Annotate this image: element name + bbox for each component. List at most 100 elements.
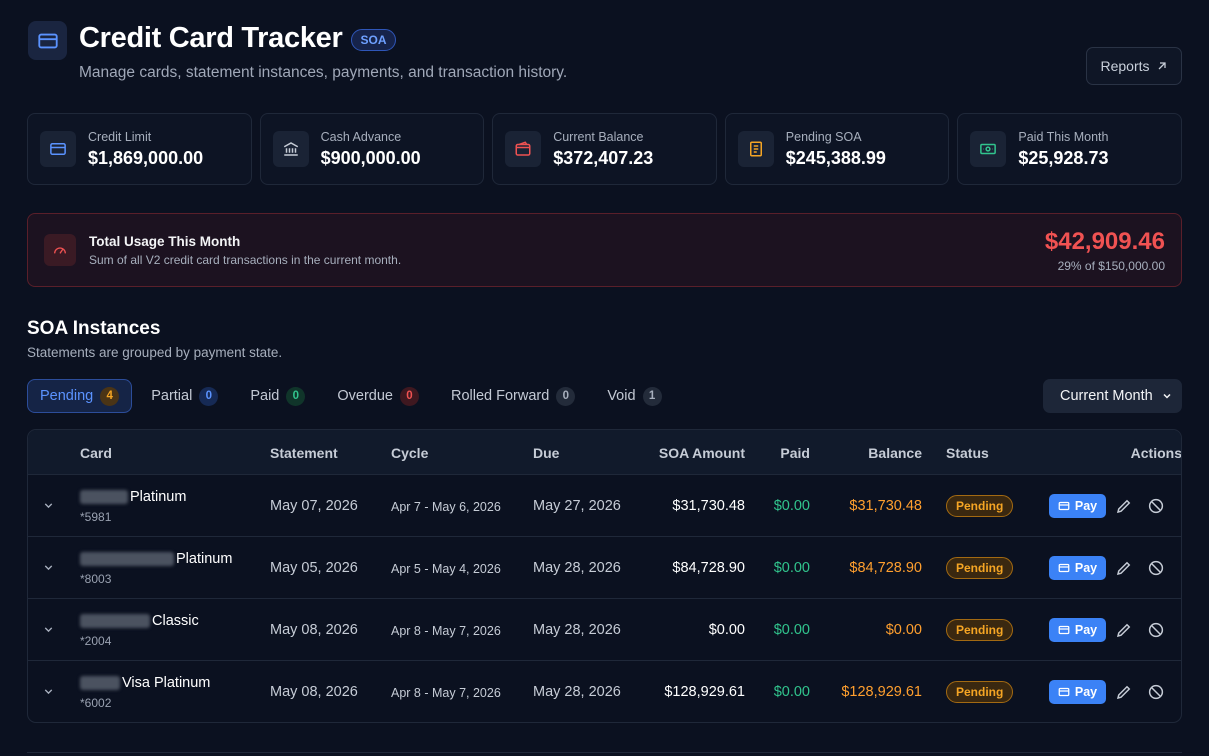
usage-banner: Total Usage This Month Sum of all V2 cre… <box>27 213 1182 287</box>
stat-card-pending-soa: Pending SOA $245,388.99 <box>724 113 950 185</box>
page-header: Credit Card Tracker SOA Manage cards, st… <box>28 20 1182 90</box>
tab-label: Overdue <box>337 388 393 404</box>
receipt-icon <box>737 131 774 167</box>
chevron-down-icon <box>1163 393 1171 399</box>
tab-pending[interactable]: Pending 4 <box>27 379 133 413</box>
usage-subtitle: Sum of all V2 credit card transactions i… <box>89 252 402 267</box>
reports-button[interactable]: Reports <box>1086 47 1182 85</box>
card-name-label: Platinum <box>176 551 233 567</box>
tab-label: Pending <box>40 388 94 404</box>
column-header-balance: Balance <box>868 445 922 461</box>
stat-value: $900,000.00 <box>320 147 421 168</box>
redacted-card-bank <box>80 614 150 628</box>
usage-limit: 29% of $150,000.00 <box>1057 258 1165 273</box>
stat-card-cash-advance: Cash Advance $900,000.00 <box>259 113 485 185</box>
credit-card-icon <box>1058 687 1070 697</box>
redacted-card-bank <box>80 676 120 690</box>
stat-label: Current Balance <box>553 129 644 144</box>
pay-button[interactable]: Pay <box>1049 680 1106 704</box>
tab-count: 1 <box>642 386 662 406</box>
stat-label: Cash Advance <box>320 129 402 144</box>
table-row[interactable]: Classic *2004 May 08, 2026 Apr 8 - May 7… <box>28 599 1181 661</box>
chevron-down-icon[interactable] <box>42 499 55 512</box>
redacted-card-bank <box>80 490 128 504</box>
stat-label: Paid This Month <box>1018 129 1109 144</box>
cash-icon <box>970 131 1007 167</box>
column-header-actions: Actions <box>1130 445 1182 461</box>
due-date: May 28, 2026 <box>533 684 621 700</box>
stat-card-paid-this-month: Paid This Month $25,928.73 <box>957 113 1182 185</box>
paid-amount: $0.00 <box>773 498 810 514</box>
paid-amount: $0.00 <box>773 684 810 700</box>
stat-label: Pending SOA <box>785 129 862 144</box>
reports-button-label: Reports <box>1100 58 1150 74</box>
tab-void[interactable]: Void 1 <box>594 379 674 413</box>
edit-icon[interactable] <box>1115 559 1133 577</box>
month-filter-select[interactable]: Current Month <box>1043 379 1182 413</box>
tab-paid[interactable]: Paid 0 <box>237 379 318 413</box>
page-subtitle: Manage cards, statement instances, payme… <box>79 64 568 81</box>
statement-date: May 07, 2026 <box>270 498 358 514</box>
void-icon[interactable] <box>1147 621 1165 639</box>
pay-button[interactable]: Pay <box>1049 494 1106 518</box>
status-badge: Pending <box>946 619 1014 641</box>
section-title: SOA Instances <box>27 318 161 339</box>
edit-icon[interactable] <box>1115 683 1133 701</box>
tab-label: Paid <box>250 388 280 404</box>
credit-card-icon <box>40 131 76 167</box>
stat-card-credit-limit: Credit Limit $1,869,000.00 <box>27 113 252 185</box>
pay-button[interactable]: Pay <box>1049 556 1106 580</box>
table-row[interactable]: Platinum *5981 May 07, 2026 Apr 7 - May … <box>28 475 1181 537</box>
stat-value: $245,388.99 <box>785 147 886 168</box>
soa-amount: $31,730.48 <box>672 498 745 514</box>
cycle-range: Apr 8 - May 7, 2026 <box>391 686 501 700</box>
column-header-paid: Paid <box>780 445 810 461</box>
card-name: Visa Platinum <box>80 675 210 691</box>
cycle-range: Apr 7 - May 6, 2026 <box>391 500 501 514</box>
table-header: Card Statement Cycle Due SOA Amount Paid… <box>28 430 1181 475</box>
soa-amount: $0.00 <box>708 622 745 638</box>
tab-count: 0 <box>556 386 576 406</box>
paid-amount: $0.00 <box>773 622 810 638</box>
balance-amount: $128,929.61 <box>841 684 922 700</box>
pay-button[interactable]: Pay <box>1049 618 1106 642</box>
soa-table: Card Statement Cycle Due SOA Amount Paid… <box>27 429 1182 723</box>
edit-icon[interactable] <box>1115 497 1133 515</box>
page-title: Credit Card Tracker <box>79 22 343 54</box>
table-row[interactable]: Platinum *8003 May 05, 2026 Apr 5 - May … <box>28 537 1181 599</box>
void-icon[interactable] <box>1147 559 1165 577</box>
stat-card-current-balance: Current Balance $372,407.23 <box>492 113 717 185</box>
edit-icon[interactable] <box>1115 621 1133 639</box>
chevron-down-icon[interactable] <box>42 623 55 636</box>
stats-row: Credit Limit $1,869,000.00 Cash Advance … <box>27 113 1182 185</box>
status-tabs: Pending 4 Partial 0 Paid 0 Overdue 0 Rol… <box>27 379 675 413</box>
tab-count: 0 <box>286 386 306 406</box>
tab-rolled-forward[interactable]: Rolled Forward 0 <box>438 379 588 413</box>
cycle-range: Apr 5 - May 4, 2026 <box>391 562 501 576</box>
card-number: *2004 <box>80 634 112 648</box>
tab-label: Partial <box>151 388 193 404</box>
tab-count: 0 <box>199 386 219 406</box>
card-name-label: Visa Platinum <box>122 675 211 691</box>
chevron-down-icon[interactable] <box>42 685 55 698</box>
tab-partial[interactable]: Partial 0 <box>138 379 231 413</box>
redacted-card-bank <box>80 552 174 566</box>
tab-overdue[interactable]: Overdue 0 <box>324 379 432 413</box>
statement-date: May 08, 2026 <box>270 622 358 638</box>
column-header-statement: Statement <box>270 445 338 461</box>
month-filter-value: Current Month <box>1060 388 1153 404</box>
due-date: May 28, 2026 <box>533 622 621 638</box>
chevron-down-icon[interactable] <box>42 561 55 574</box>
card-number: *6002 <box>80 696 112 710</box>
balance-amount: $84,728.90 <box>849 560 922 576</box>
void-icon[interactable] <box>1147 683 1165 701</box>
card-name: Platinum <box>80 551 232 567</box>
table-row[interactable]: Visa Platinum *6002 May 08, 2026 Apr 8 -… <box>28 661 1181 722</box>
tab-label: Rolled Forward <box>450 388 550 404</box>
card-name-label: Classic <box>152 613 199 629</box>
void-icon[interactable] <box>1147 497 1165 515</box>
gauge-icon <box>44 234 76 266</box>
card-name: Classic <box>80 613 199 629</box>
column-header-due: Due <box>533 445 560 461</box>
balance-amount: $0.00 <box>885 622 922 638</box>
